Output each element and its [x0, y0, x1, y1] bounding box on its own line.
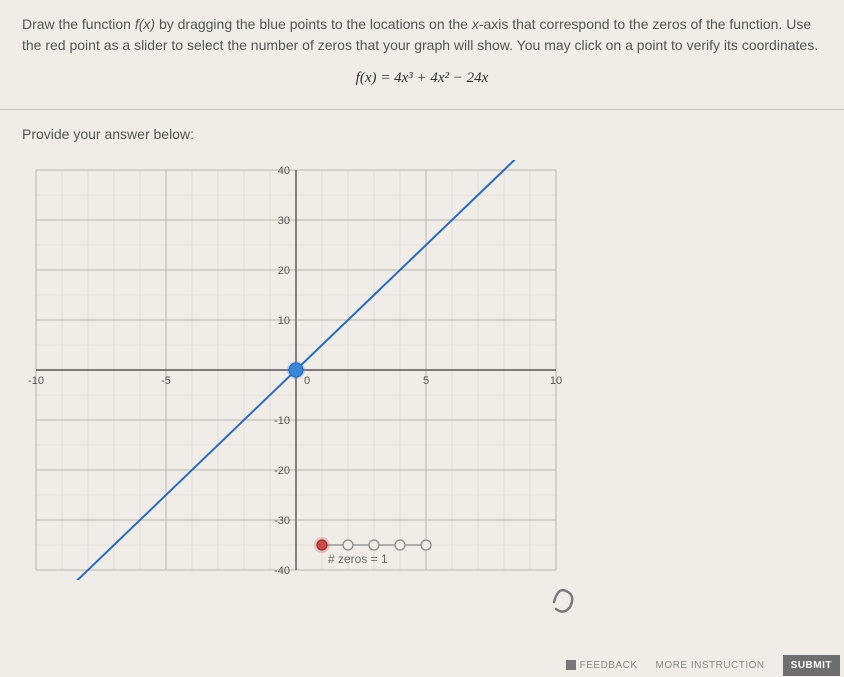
instr-part-a: Draw the function [22, 16, 135, 32]
svg-text:-40: -40 [274, 565, 290, 577]
svg-text:-20: -20 [274, 465, 290, 477]
zeros-slider-stop[interactable] [395, 540, 405, 550]
svg-text:-10: -10 [274, 415, 290, 427]
feedback-label: FEEDBACK [580, 660, 638, 671]
submit-button[interactable]: SUBMIT [783, 655, 840, 676]
svg-text:40: 40 [278, 165, 290, 177]
zeros-slider-stop[interactable] [343, 540, 353, 550]
coordinate-plane[interactable]: -10 -5 0 5 10 -40 -30 -20 -10 10 20 30 40 # zeros = 1 [16, 160, 576, 580]
svg-text:20: 20 [278, 265, 290, 277]
instr-x: x [472, 16, 479, 32]
zeros-slider-handle[interactable] [317, 540, 327, 550]
more-instruction-label: MORE INSTRUCTION [656, 660, 765, 671]
divider [0, 109, 844, 110]
zeros-slider-stop[interactable] [421, 540, 431, 550]
footer-bar: FEEDBACK MORE INSTRUCTION SUBMIT [0, 653, 844, 677]
zero-point[interactable] [289, 363, 303, 377]
graph-area[interactable]: -10 -5 0 5 10 -40 -30 -20 -10 10 20 30 40 # zeros = 1 [16, 160, 586, 590]
more-instruction-link[interactable]: MORE INSTRUCTION [656, 660, 765, 671]
zeros-slider-stop[interactable] [369, 540, 379, 550]
svg-text:0: 0 [304, 375, 310, 387]
instructions-text: Draw the function f(x) by dragging the b… [22, 14, 822, 56]
svg-text:10: 10 [550, 375, 562, 387]
flag-icon [566, 660, 576, 670]
equation-display: f(x) = 4x³ + 4x² − 24x [22, 70, 822, 87]
svg-text:30: 30 [278, 215, 290, 227]
feedback-link[interactable]: FEEDBACK [566, 660, 638, 671]
answer-below-label: Provide your answer below: [22, 126, 822, 142]
instr-part-b: by dragging the blue points to the locat… [155, 16, 472, 32]
submit-label: SUBMIT [791, 660, 832, 671]
instr-fx: f(x) [135, 16, 155, 32]
svg-text:-10: -10 [28, 375, 44, 387]
svg-text:-5: -5 [161, 375, 171, 387]
svg-text:5: 5 [423, 375, 429, 387]
zeros-count-label: # zeros = 1 [328, 552, 388, 566]
svg-text:10: 10 [278, 315, 290, 327]
svg-text:-30: -30 [274, 515, 290, 527]
